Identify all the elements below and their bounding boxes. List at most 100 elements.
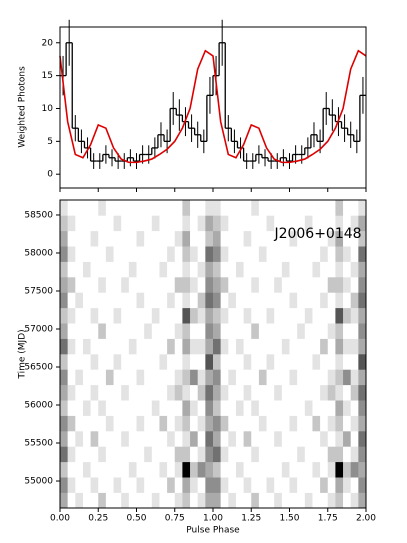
heat-cell [343,369,351,386]
heat-cell [358,277,367,293]
heat-cell [335,461,344,478]
heat-cell [151,354,160,370]
heat-cell [174,200,183,216]
heat-cell [228,338,237,355]
heat-cell [304,354,313,370]
heat-cell [274,261,283,278]
heat-cell [213,261,221,278]
heat-cell [197,400,206,416]
heat-cell [105,261,114,278]
heat-cell [75,292,84,309]
heat-cell [113,384,122,401]
heat-cell [343,477,351,493]
heat-cell [67,384,76,401]
heat-cell [320,369,329,386]
heat-cell [258,292,267,309]
heat-cell [266,354,275,370]
heat-cell [75,261,84,278]
heat-cell [228,461,237,478]
heat-cell [67,415,76,432]
heat-cell [235,477,244,493]
heat-cell [98,277,107,293]
heat-cell [343,431,351,447]
heat-cell [159,277,168,293]
heat-cell [128,215,137,232]
heat-cell [320,246,329,262]
heat-cell [98,215,107,232]
heat-cell [82,307,91,324]
heat-cell [312,230,321,247]
heat-cell [213,477,221,493]
heat-cell [258,492,267,509]
heat-cell [90,477,99,493]
heat-cell [174,323,183,339]
heat-cell [90,384,99,401]
heat-cell [60,277,68,293]
heat-cell [235,307,244,324]
heat-cell [128,461,137,478]
heat-cell [281,461,290,478]
heat-cell [121,323,130,339]
heat-cell [350,200,359,216]
heat-cell [67,307,76,324]
heat-cell [128,246,137,262]
heat-cell [144,446,153,463]
heat-cell [151,446,160,463]
heat-cell [258,415,267,432]
heat-cell [243,369,252,386]
heat-cell [113,477,122,493]
heat-cell [343,292,351,309]
heat-cell [113,446,122,463]
heat-cell [320,400,329,416]
heat-cell [343,200,351,216]
heat-cell [258,246,267,262]
heat-cell [266,277,275,293]
heat-cell [159,431,168,447]
heat-cell [128,307,137,324]
heat-cell [213,431,221,447]
heat-cell [60,307,68,324]
heat-cell [281,415,290,432]
heat-cell [60,415,68,432]
y-axis-label: Time (MJD) [18,329,28,379]
heat-cell [159,384,168,401]
heat-cell [235,400,244,416]
heat-cell [121,215,130,232]
heat-cell [228,230,237,247]
heat-cell [358,384,367,401]
x-tick-label: 1.50 [279,514,299,524]
y-tick-label: 56500 [24,362,53,372]
heat-cell [327,277,336,293]
heat-cell [82,292,91,309]
heat-cell [228,246,237,262]
model-curve [59,49,367,164]
heat-cell [312,292,321,309]
heat-cell [197,492,206,509]
heat-cell [335,200,344,216]
heat-cell [343,307,351,324]
heat-cell [297,261,306,278]
heat-cell [266,446,275,463]
heat-cell [320,446,329,463]
heat-cell [335,246,344,262]
heat-cell [105,369,114,386]
heat-cell [113,200,122,216]
heat-cell [167,246,176,262]
heat-cell [144,431,153,447]
heat-cell [358,246,367,262]
heat-cell [266,200,275,216]
heat-cell [205,307,214,324]
heat-cell [105,384,114,401]
heat-cell [121,431,130,447]
heat-cell [266,431,275,447]
heat-cell [144,261,153,278]
heat-cell [251,415,260,432]
heat-cell [182,461,191,478]
heat-cell [243,492,252,509]
heat-cell [251,477,260,493]
heat-cell [174,492,183,509]
heat-cell [151,415,160,432]
heat-cell [67,277,76,293]
heat-cell [220,477,229,493]
heat-cell [182,307,191,324]
